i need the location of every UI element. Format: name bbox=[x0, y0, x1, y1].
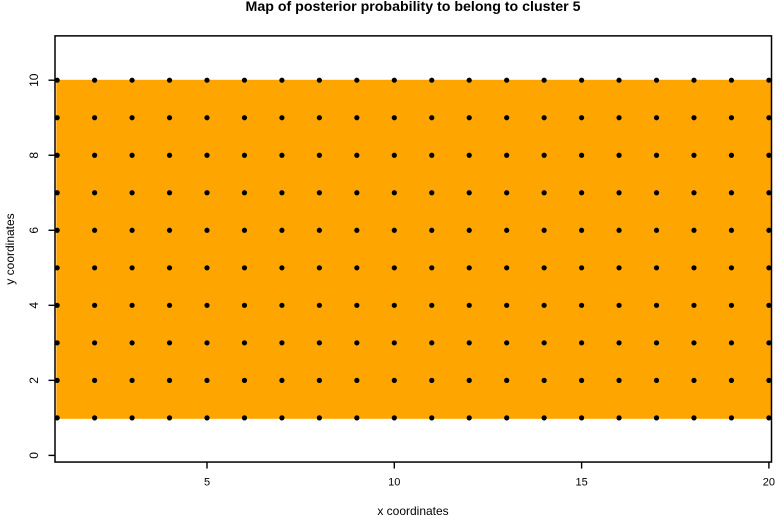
svg-text:5: 5 bbox=[204, 476, 210, 488]
svg-text:2: 2 bbox=[27, 377, 41, 384]
svg-text:x coordinates: x coordinates bbox=[377, 504, 448, 518]
svg-text:10: 10 bbox=[27, 73, 41, 87]
svg-text:y coordinates: y coordinates bbox=[3, 213, 17, 284]
svg-text:8: 8 bbox=[27, 152, 41, 159]
svg-text:6: 6 bbox=[27, 227, 41, 234]
svg-text:4: 4 bbox=[27, 302, 41, 309]
svg-text:20: 20 bbox=[763, 476, 775, 488]
svg-text:0: 0 bbox=[27, 452, 41, 459]
svg-text:10: 10 bbox=[388, 476, 400, 488]
svg-text:15: 15 bbox=[575, 476, 587, 488]
svg-text:Map of posterior probability t: Map of posterior probability to belong t… bbox=[246, 0, 581, 15]
